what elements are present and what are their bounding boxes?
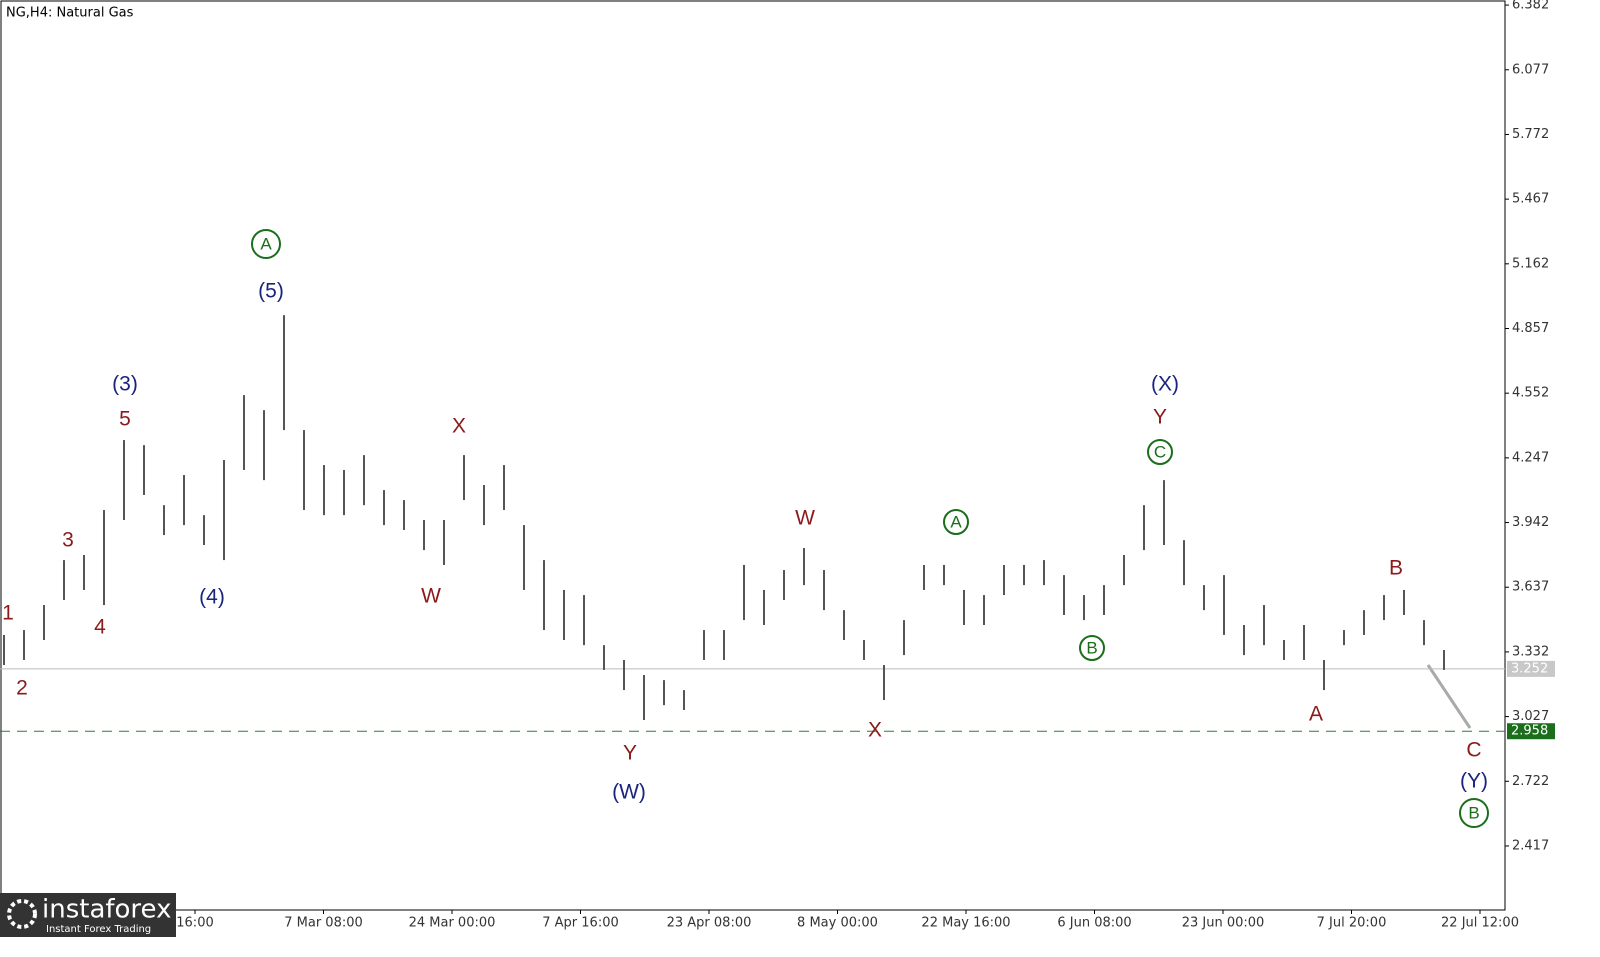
wave-label: (3) [112,373,138,396]
x-tick-label: 7 Mar 08:00 [284,916,363,931]
wave-label: B [1389,557,1403,580]
wave-label: X [452,415,466,438]
wave-circle [1147,439,1173,465]
y-tick-label: 5.772 [1512,127,1549,142]
wave-label: Y [623,742,637,765]
wave-label: (4) [199,586,225,609]
target-level-label: 2.958 [1511,724,1548,739]
wave-label: A [260,234,272,253]
current-price-tag [1507,660,1555,677]
y-tick-label: 4.247 [1512,450,1549,465]
wave-label: 4 [94,616,106,639]
y-tick-label: 3.637 [1512,580,1549,595]
x-tick-label: 6 Jun 08:00 [1057,916,1131,931]
wave-label: B [1086,638,1097,657]
y-tick-label: 6.077 [1512,62,1549,77]
x-tick-label: 23 Apr 08:00 [667,916,752,931]
wave-label: (Y) [1460,770,1488,793]
wave-label: W [795,507,815,530]
logo: instaforex Instant Forex Trading [0,893,176,937]
x-tick-label: 22 Jul 12:00 [1441,916,1519,931]
wave-circle [251,229,281,259]
logo-bg [0,893,176,937]
y-tick-label: 2.722 [1512,774,1549,789]
x-tick-label: 7 Jul 20:00 [1317,916,1387,931]
plot-frame [0,0,1506,911]
wave-label: C [1466,739,1481,762]
x-tick-label: 7 Apr 16:00 [542,916,619,931]
x-tick-label: 16:00 [176,916,213,931]
x-tick-label: 23 Jun 00:00 [1182,916,1265,931]
y-tick-label: 3.942 [1512,515,1549,530]
y-tick-label: 5.162 [1512,256,1549,271]
wave-label: 5 [119,408,131,431]
wave-label: (5) [258,280,284,303]
y-tick-label: 4.552 [1512,386,1549,401]
logo-tagline: Instant Forex Trading [46,924,151,935]
projection [1426,664,1472,729]
chart-title: NG,H4: Natural Gas [6,6,134,21]
y-tick-label: 4.857 [1512,321,1549,336]
x-tick-label: 22 May 16:00 [921,916,1010,931]
current-price-label: 3.252 [1511,661,1548,676]
y-tick-label: 6.382 [1512,0,1549,13]
wave-label: (W) [612,781,646,804]
wave-circle [1079,635,1105,661]
x-tick-label: 8 May 00:00 [797,916,878,931]
logo-name: instaforex [42,895,171,925]
wave-label: C [1154,442,1166,461]
wave-label: B [1468,803,1479,822]
y-tick-label: 3.332 [1512,644,1549,659]
x-tick-label: 24 Mar 00:00 [409,916,496,931]
y-tick-label: 5.467 [1512,192,1549,207]
wave-circle [1459,798,1489,828]
y-tick-label: 2.417 [1512,838,1549,853]
wave-label: X [868,719,882,742]
y-tick-label: 3.027 [1512,709,1549,724]
wave-label: 2 [16,677,28,700]
logo-icon [7,899,37,929]
wave-label: (X) [1151,373,1179,396]
target-level-tag [1507,723,1555,740]
wave-label: A [950,512,962,531]
wave-label: A [1309,703,1323,726]
wave-label: 1 [2,602,14,625]
wave-label: W [421,585,441,608]
wave-circle [943,509,969,535]
wave-label: Y [1153,406,1167,429]
wave-label: 3 [62,529,74,552]
